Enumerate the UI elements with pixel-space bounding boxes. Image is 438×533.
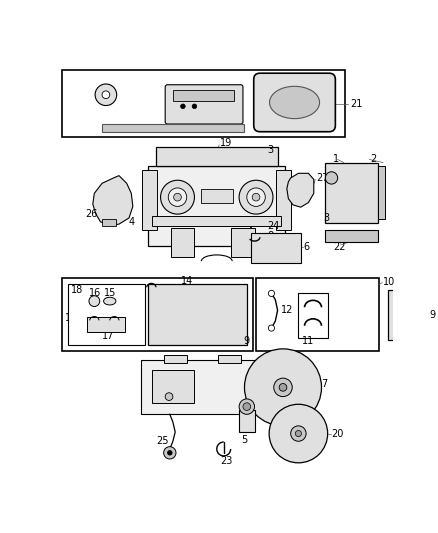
FancyBboxPatch shape: [254, 73, 336, 132]
Bar: [164, 355, 187, 363]
Text: 3: 3: [268, 145, 274, 155]
Bar: [148, 166, 285, 246]
Bar: [152, 370, 194, 403]
Ellipse shape: [103, 297, 116, 305]
Text: 1: 1: [333, 154, 339, 164]
Text: 15: 15: [104, 288, 117, 298]
Circle shape: [168, 188, 187, 206]
Bar: [173, 90, 234, 101]
Circle shape: [165, 393, 173, 400]
Text: 26: 26: [85, 209, 98, 219]
Circle shape: [173, 193, 181, 201]
Circle shape: [164, 447, 176, 459]
Bar: [201, 189, 233, 203]
Text: 10: 10: [383, 277, 396, 287]
Circle shape: [269, 405, 328, 463]
Text: 5: 5: [241, 435, 247, 445]
Text: 19: 19: [220, 138, 232, 148]
Bar: [231, 228, 254, 257]
Polygon shape: [93, 175, 133, 225]
Text: 11: 11: [302, 336, 314, 346]
Bar: [256, 278, 379, 351]
Text: 13: 13: [65, 313, 78, 323]
Circle shape: [167, 450, 172, 455]
Bar: [298, 294, 328, 338]
Circle shape: [279, 384, 287, 391]
Circle shape: [95, 84, 117, 106]
Bar: [389, 289, 427, 340]
Circle shape: [268, 290, 275, 296]
Text: 8: 8: [268, 231, 274, 241]
Bar: [276, 170, 291, 230]
Text: 14: 14: [181, 276, 194, 286]
Text: 6: 6: [304, 242, 310, 252]
Text: 27: 27: [316, 173, 328, 183]
Text: 4: 4: [129, 217, 135, 227]
Bar: [325, 230, 378, 242]
Bar: [251, 233, 301, 263]
Text: 3: 3: [265, 193, 272, 204]
Text: 3: 3: [324, 213, 330, 223]
Text: 25: 25: [156, 436, 169, 446]
Bar: [62, 70, 345, 137]
Circle shape: [161, 180, 194, 214]
Circle shape: [295, 431, 301, 437]
Circle shape: [192, 104, 197, 109]
Circle shape: [252, 193, 260, 201]
Circle shape: [239, 180, 273, 214]
Circle shape: [89, 296, 100, 306]
Text: 12: 12: [281, 305, 293, 316]
Bar: [142, 170, 158, 230]
Text: 9: 9: [243, 336, 249, 346]
Bar: [325, 163, 378, 223]
Circle shape: [247, 188, 265, 206]
Text: 22: 22: [333, 242, 346, 252]
Text: 3: 3: [161, 191, 167, 201]
Text: 18: 18: [71, 285, 84, 295]
Text: 17: 17: [102, 331, 114, 341]
Text: 2: 2: [370, 154, 376, 164]
Text: 24: 24: [268, 221, 280, 231]
Bar: [218, 355, 240, 363]
Circle shape: [102, 91, 110, 99]
Polygon shape: [287, 173, 314, 207]
Circle shape: [268, 325, 275, 331]
Bar: [152, 216, 282, 225]
Circle shape: [291, 426, 306, 441]
Bar: [62, 278, 253, 351]
Ellipse shape: [269, 86, 320, 119]
FancyBboxPatch shape: [165, 85, 243, 124]
Text: 16: 16: [89, 288, 101, 298]
Bar: [171, 228, 194, 257]
Text: 23: 23: [220, 456, 232, 465]
Text: 7: 7: [321, 378, 328, 389]
Bar: [102, 124, 244, 132]
Bar: [378, 166, 385, 219]
Bar: [68, 284, 145, 345]
Text: 20: 20: [332, 429, 344, 439]
Bar: [148, 284, 247, 345]
Bar: [102, 220, 116, 225]
Circle shape: [180, 104, 185, 109]
Bar: [156, 147, 278, 166]
Bar: [239, 410, 254, 432]
Text: 21: 21: [350, 99, 362, 109]
Bar: [141, 360, 264, 414]
Circle shape: [325, 172, 338, 184]
Circle shape: [274, 378, 292, 397]
Text: 9: 9: [429, 310, 435, 320]
Bar: [87, 317, 125, 332]
Circle shape: [244, 349, 321, 426]
Circle shape: [243, 403, 251, 410]
Circle shape: [239, 399, 254, 414]
